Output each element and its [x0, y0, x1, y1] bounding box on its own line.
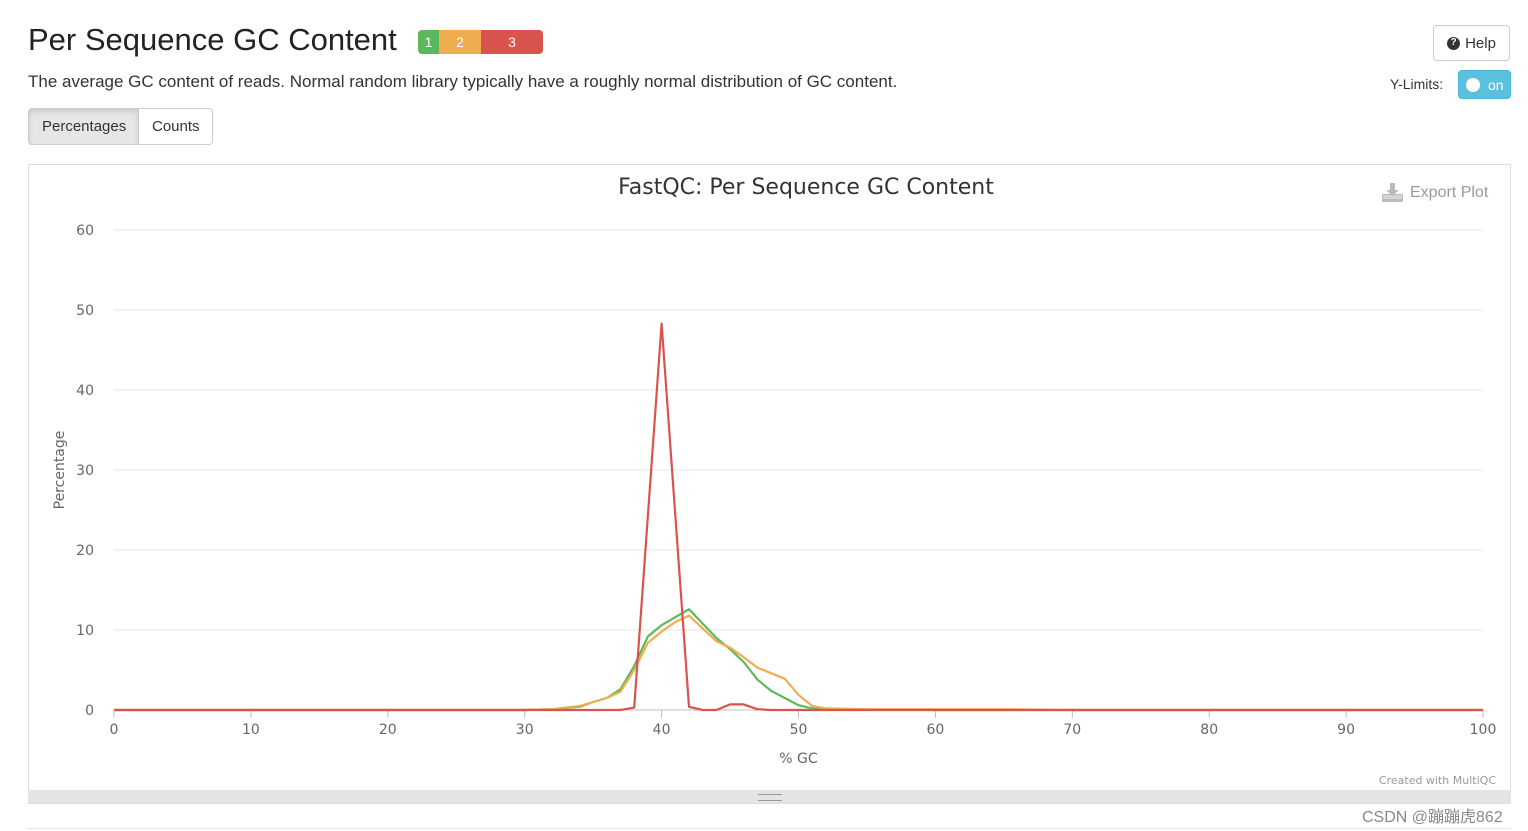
- x-tick-label: 60: [926, 722, 944, 738]
- divider: [28, 828, 1511, 829]
- ylimits-label: Y-Limits:: [1390, 76, 1444, 92]
- export-plot-button[interactable]: Export Plot: [1382, 183, 1488, 202]
- download-icon: [1382, 183, 1403, 202]
- plot-resize-handle[interactable]: [28, 790, 1511, 803]
- gc-content-chart: FastQC: Per Sequence GC Content 0 10 20 30 40…: [52, 175, 1497, 787]
- series-line-3: [114, 322, 1483, 712]
- y-tick-label: 60: [76, 223, 94, 239]
- toggle-knob: [1466, 77, 1480, 92]
- x-tick-label: 20: [379, 722, 397, 738]
- plot-container: [28, 164, 1511, 804]
- percentages-button[interactable]: Percentages: [28, 108, 139, 145]
- status-badges: 1 2 3: [418, 30, 543, 54]
- question-circle-icon: ?: [1447, 36, 1461, 50]
- status-badge-fail[interactable]: 3: [481, 30, 543, 54]
- x-tick-label: 40: [653, 722, 671, 738]
- y-axis-title: Percentage: [52, 431, 68, 510]
- chart-title: FastQC: Per Sequence GC Content: [618, 175, 994, 200]
- help-button[interactable]: ? Help: [1433, 25, 1510, 61]
- ylimits-toggle-state: on: [1488, 76, 1504, 93]
- y-tick-label: 0: [85, 703, 94, 719]
- chart-credit: Created with MultiQC: [1379, 774, 1496, 787]
- x-tick-label: 70: [1063, 722, 1081, 738]
- y-tick-label: 40: [76, 383, 94, 399]
- status-badge-warn[interactable]: 2: [439, 30, 481, 54]
- x-tick-label: 80: [1200, 722, 1218, 738]
- view-mode-buttons: Percentages Counts: [28, 108, 213, 145]
- help-button-label: Help: [1465, 34, 1496, 52]
- x-tick-label: 30: [516, 722, 534, 738]
- y-tick-label: 30: [76, 463, 94, 479]
- x-tick-label: 10: [242, 722, 260, 738]
- counts-button[interactable]: Counts: [139, 108, 213, 145]
- grip-icon: [758, 794, 782, 801]
- x-axis-title: % GC: [779, 751, 818, 767]
- section-description: The average GC content of reads. Normal …: [28, 72, 898, 91]
- x-tick-label: 50: [790, 722, 808, 738]
- x-tick-label: 0: [110, 722, 119, 738]
- x-tick-label: 100: [1470, 722, 1497, 738]
- series-line-2: [114, 614, 1483, 712]
- status-badge-pass[interactable]: 1: [418, 30, 439, 54]
- ylimits-toggle[interactable]: on: [1458, 70, 1511, 99]
- export-plot-label: Export Plot: [1410, 183, 1489, 201]
- x-tick-label: 90: [1337, 722, 1355, 738]
- y-tick-label: 10: [76, 623, 94, 639]
- y-tick-label: 20: [76, 543, 94, 559]
- watermark: CSDN @蹦蹦虎862: [1362, 809, 1503, 826]
- y-tick-label: 50: [76, 303, 94, 319]
- page-title: Per Sequence GC Content: [28, 22, 397, 57]
